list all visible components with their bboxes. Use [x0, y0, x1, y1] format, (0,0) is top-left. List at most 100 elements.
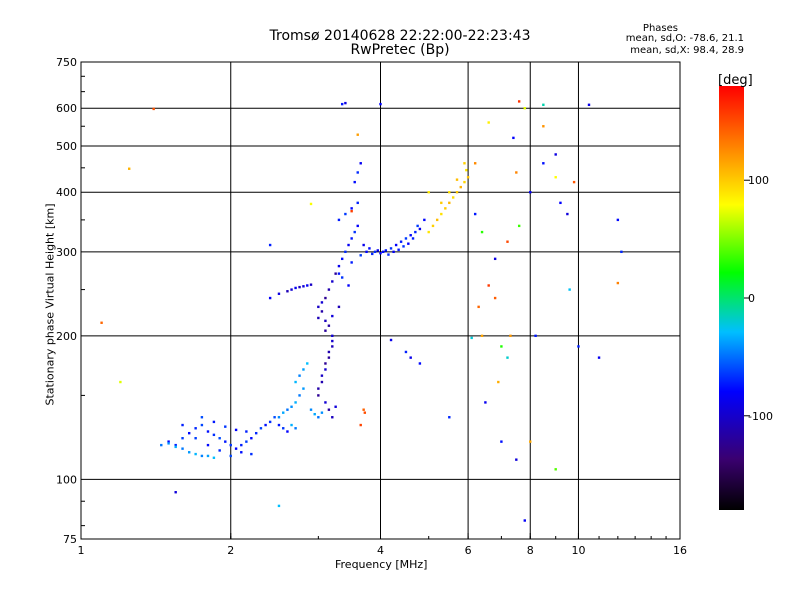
data-point: [435, 218, 439, 222]
colorbar-ticks: 100 0 -100: [744, 174, 773, 423]
data-point: [224, 425, 227, 428]
data-point: [506, 356, 509, 359]
colorbar-label: [deg]: [718, 73, 753, 88]
data-point: [268, 296, 272, 300]
data-point: [534, 334, 537, 338]
data-point: [487, 284, 490, 287]
data-point: [399, 240, 403, 243]
data-point: [309, 408, 313, 411]
data-point: [463, 180, 466, 184]
data-point: [240, 451, 243, 454]
data-point: [264, 423, 267, 427]
data-point: [373, 250, 377, 254]
data-point: [194, 452, 197, 456]
data-point: [160, 443, 163, 447]
x-tick-label: 8: [527, 544, 534, 557]
data-point: [431, 224, 435, 228]
data-point: [423, 218, 426, 222]
data-point: [100, 321, 103, 324]
data-point: [286, 408, 289, 411]
data-point: [497, 380, 500, 384]
x-tick-label: 4: [377, 544, 384, 557]
data-point: [362, 408, 365, 411]
data-point: [559, 201, 562, 205]
data-point: [212, 433, 216, 437]
data-point: [407, 242, 410, 245]
data-point: [277, 423, 281, 427]
data-point: [359, 254, 362, 257]
data-point: [411, 237, 415, 240]
data-point: [418, 227, 422, 231]
data-point: [529, 440, 532, 443]
data-point: [512, 136, 515, 140]
data-point: [320, 310, 324, 313]
data-point: [324, 329, 327, 332]
y-tick-label: 100: [56, 473, 77, 486]
data-point: [387, 253, 390, 256]
data-point: [277, 292, 281, 295]
data-point: [529, 191, 532, 194]
data-point: [517, 100, 521, 103]
data-point: [229, 454, 232, 458]
data-point: [427, 191, 430, 194]
data-point: [224, 440, 227, 443]
data-point: [286, 290, 289, 293]
data-point: [353, 230, 356, 234]
data-point: [286, 430, 289, 433]
data-point: [577, 345, 580, 348]
data-point: [302, 285, 305, 288]
data-point: [455, 191, 459, 194]
data-point: [350, 209, 353, 213]
data-point: [381, 250, 385, 254]
data-point: [294, 380, 297, 384]
data-point: [389, 338, 393, 342]
data-point: [506, 240, 509, 243]
stats-heading: Phases: [642, 23, 678, 34]
data-point: [542, 125, 545, 128]
data-point: [317, 316, 320, 320]
data-point: [566, 212, 569, 216]
y-tick-label: 400: [56, 186, 77, 199]
data-point: [212, 420, 216, 424]
data-point: [298, 394, 301, 397]
data-point: [356, 133, 359, 136]
y-tick-label: 200: [56, 330, 77, 343]
data-point: [327, 324, 331, 327]
data-point: [359, 423, 362, 427]
data-point: [337, 272, 341, 275]
data-point: [523, 519, 526, 522]
data-point: [302, 387, 305, 390]
data-point: [313, 412, 316, 416]
data-point: [294, 427, 297, 430]
data-point: [500, 440, 503, 443]
data-point: [463, 162, 466, 165]
data-point: [356, 171, 359, 174]
data-point: [167, 442, 170, 445]
data-point: [500, 345, 503, 348]
data-point: [306, 284, 309, 287]
data-point: [340, 102, 344, 106]
data-point: [517, 224, 521, 228]
data-point: [200, 416, 204, 419]
data-point: [402, 245, 405, 248]
data-point: [470, 336, 473, 340]
data-point: [440, 201, 443, 205]
data-point: [404, 237, 408, 240]
data-point: [331, 334, 334, 338]
data-point: [356, 224, 359, 228]
stats-line-x: mean, sd,X: 98.4, 28.9: [630, 45, 744, 56]
chart-subtitle: RwPretec (Bp): [350, 42, 450, 58]
chart-title: Tromsø 20140628 22:22:00-22:23:43: [269, 28, 531, 44]
data-point: [298, 374, 301, 377]
data-point: [174, 445, 177, 449]
data-point: [194, 427, 197, 430]
data-point: [324, 319, 327, 323]
data-point: [340, 276, 344, 279]
data-point: [282, 411, 285, 414]
data-point: [334, 405, 337, 408]
colorbar-tick-label: 100: [748, 174, 769, 187]
data-point: [515, 458, 518, 461]
data-point: [418, 362, 422, 365]
data-point: [616, 218, 620, 222]
